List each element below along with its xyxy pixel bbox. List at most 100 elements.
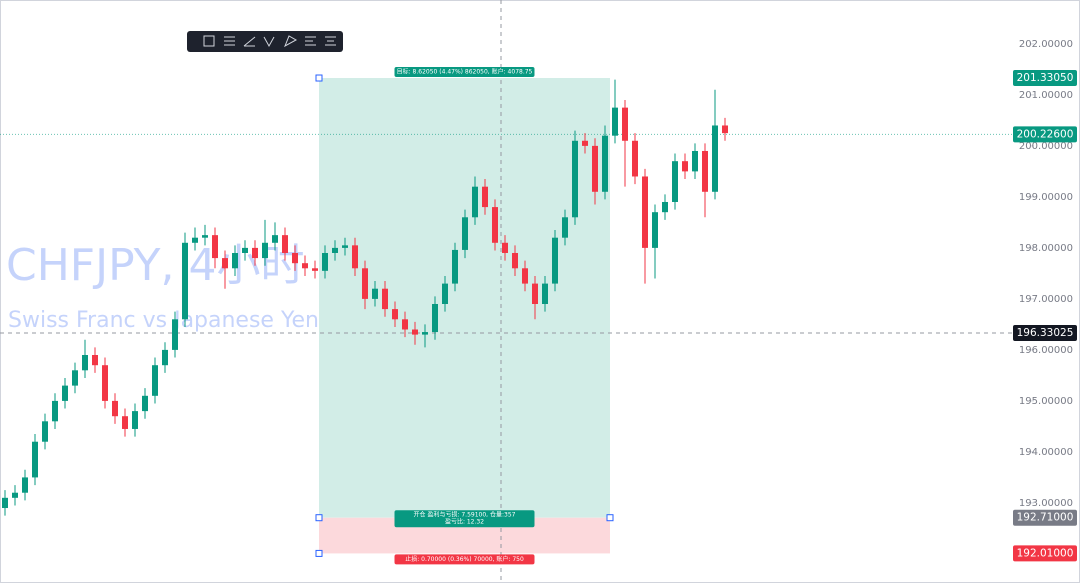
candle-body [192, 237, 198, 243]
icon[interactable] [203, 35, 215, 47]
candle-body [262, 242, 268, 259]
foreground-layer: 193.00000 194.00000 195.00000 196.00000 197.… [2, 39, 1077, 565]
candle-body [92, 355, 98, 366]
candle-body [62, 385, 68, 401]
candle-body [302, 263, 308, 269]
candle-body [12, 492, 18, 498]
candle-body [242, 247, 248, 253]
y-tick-label: 193.00000 [1019, 498, 1073, 509]
entry-label-bg [394, 510, 535, 528]
y-tick-label: 200.00000 [1019, 141, 1073, 152]
candle-body [582, 140, 588, 146]
candle-body [632, 140, 638, 177]
candle-body [682, 161, 688, 172]
icon[interactable] [305, 36, 316, 46]
candle-body [82, 355, 88, 371]
price-label-bg [1013, 70, 1077, 87]
y-tick-label: 194.00000 [1019, 447, 1073, 458]
candle-body [452, 249, 458, 284]
candle-body [282, 235, 288, 253]
candle-body [702, 150, 708, 192]
y-tick-label: 198.00000 [1019, 243, 1073, 254]
candle-body [482, 186, 488, 208]
candle-body [392, 309, 398, 320]
price-label-bg [1013, 545, 1077, 562]
price-label-bg [1013, 325, 1077, 342]
watermark-subtitle: Swiss Franc vs Japanese Yen [8, 308, 319, 333]
candle-body [622, 107, 628, 141]
candle-body [232, 252, 238, 269]
candle-body [442, 283, 448, 304]
candle-body [462, 217, 468, 250]
stop-label-bg [394, 554, 535, 565]
candle-body [672, 161, 678, 202]
candle-body [502, 242, 508, 253]
price-label: 192.71000 [1017, 512, 1074, 524]
candle-body [72, 370, 78, 386]
toolbar-icons [203, 35, 336, 48]
price-label: 192.01000 [1017, 547, 1074, 559]
candle-body [222, 258, 228, 269]
candle-body [472, 186, 478, 218]
candle-body [432, 303, 438, 333]
handle [606, 514, 614, 522]
handle [315, 514, 323, 522]
y-tick-label: 196.00000 [1019, 345, 1073, 356]
candle-body [132, 411, 138, 429]
icon[interactable] [284, 35, 298, 48]
candle-body [382, 288, 388, 310]
watermark-title: CHFJPY, 4小时 [6, 240, 305, 291]
candle-body [552, 237, 558, 284]
candle-body [312, 268, 318, 271]
candle-body [52, 400, 58, 422]
icon[interactable] [325, 36, 336, 46]
candle-body [212, 235, 218, 259]
candle-body [252, 247, 258, 259]
candle-body [652, 212, 658, 248]
candle-body [102, 365, 108, 401]
candle-body [142, 395, 148, 412]
candle-body [272, 235, 278, 243]
candle-body [122, 416, 128, 429]
target-label-bg [394, 67, 535, 78]
entry-label: 开仓 盈利与亏损: 7.59100, 仓量:357 [414, 511, 516, 519]
candle-body [562, 217, 568, 238]
candle-body [2, 497, 8, 509]
candle-body [422, 332, 428, 335]
icon[interactable] [224, 36, 235, 46]
candle-body [572, 140, 578, 218]
price-label: 196.33025 [1017, 327, 1074, 339]
candle-body [162, 349, 168, 366]
candle-body [602, 135, 608, 192]
candle-body [152, 365, 158, 396]
candle-body [402, 319, 408, 330]
price-label-bg [1013, 509, 1077, 526]
icon[interactable] [243, 36, 256, 47]
candle-body [172, 319, 178, 350]
candle-body [692, 150, 698, 172]
candle-body [412, 329, 418, 335]
y-tick-label: 195.00000 [1019, 396, 1073, 407]
candle-body [532, 283, 538, 304]
price-label-bg [1013, 126, 1077, 143]
candle-body [342, 245, 348, 248]
candle-body [612, 107, 618, 136]
candle-body [112, 400, 118, 417]
stop-label: 止损: 0.70000 (0.36%) 70000, 账户: 750 [405, 555, 524, 563]
target-label: 目标: 8.62050 (4.47%) 862050, 账户: 4078.75 [397, 68, 533, 76]
drawing-toolbar[interactable] [187, 31, 343, 52]
icon[interactable] [263, 36, 275, 48]
candle-body [362, 268, 368, 299]
candle-body [22, 477, 28, 493]
handle [315, 549, 323, 557]
y-tick-label: 199.00000 [1019, 192, 1073, 203]
candle-body [32, 441, 38, 478]
candle-body [642, 176, 648, 248]
candle-body [542, 283, 548, 304]
y-tick-label: 201.00000 [1019, 90, 1073, 101]
y-tick-label: 197.00000 [1019, 294, 1073, 305]
candle-body [292, 252, 298, 264]
candle-body [712, 125, 718, 192]
